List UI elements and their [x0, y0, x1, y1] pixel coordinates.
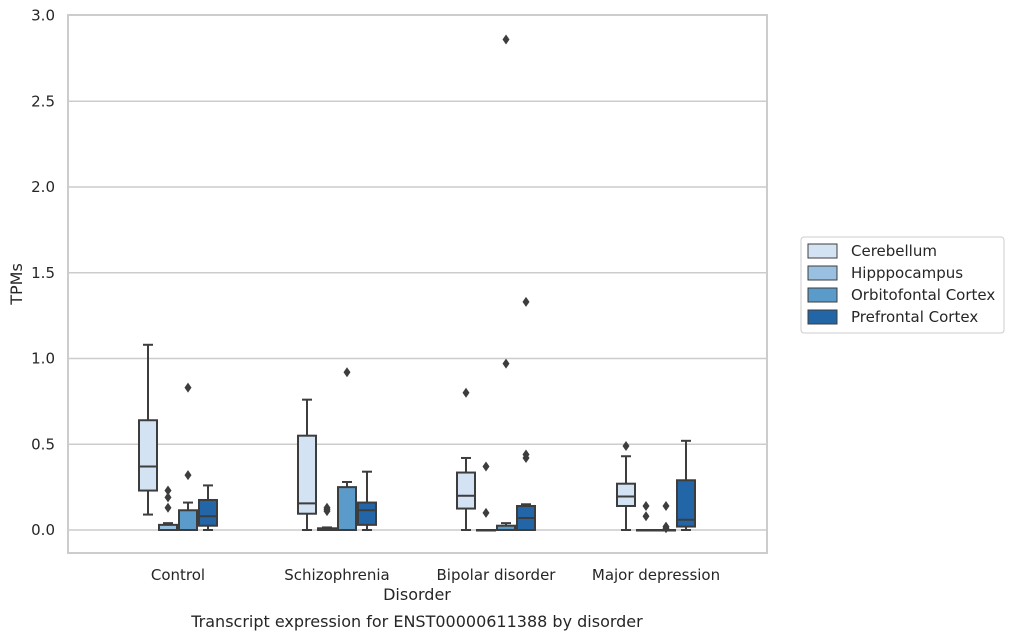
legend-label: Orbitofontal Cortex [851, 286, 995, 304]
outlier-point [502, 358, 510, 369]
outlier-point [482, 507, 490, 518]
chart-caption: Transcript expression for ENST0000061138… [190, 612, 643, 631]
y-tick-label: 3.0 [31, 7, 55, 25]
outlier-point [502, 34, 510, 45]
outlier-point [343, 367, 351, 378]
y-axis-title: TPMs [7, 263, 26, 306]
legend-label: Prefrontal Cortex [851, 308, 978, 326]
box-group [178, 382, 198, 531]
outlier-point [662, 521, 670, 532]
box-group [357, 470, 377, 531]
legend: Cerebellum Hipppocampus Orbitofontal Corte… [800, 236, 1005, 334]
legend-swatch [807, 265, 838, 281]
box-group [456, 387, 476, 531]
outlier-point [184, 382, 192, 393]
box-group [138, 343, 158, 516]
outlier-point [184, 470, 192, 481]
outlier-point [164, 485, 172, 496]
box [178, 509, 198, 531]
y-tick-label: 1.0 [31, 350, 55, 368]
outlier-point [522, 449, 530, 460]
box-group [656, 500, 676, 534]
box-group [496, 34, 516, 532]
x-tick-label: Major depression [592, 566, 720, 584]
outlier-point [323, 502, 331, 513]
box [616, 482, 636, 507]
box-group [636, 500, 656, 532]
outlier-point [482, 461, 490, 472]
box-group [158, 485, 178, 531]
outlier-point [164, 492, 172, 503]
y-tick-label: 2.0 [31, 178, 55, 196]
x-tick-label: Control [151, 566, 205, 584]
box-group [337, 367, 357, 531]
box-group [676, 439, 696, 531]
box-group [616, 440, 636, 531]
outlier-point [642, 500, 650, 511]
outlier-point [522, 296, 530, 307]
series-prefrontal-cortex [198, 296, 696, 531]
legend-items: Cerebellum Hipppocampus Orbitofontal Corte… [807, 242, 995, 326]
box-group [297, 398, 317, 531]
legend-label: Hipppocampus [851, 264, 963, 282]
box [337, 486, 357, 531]
series-orbitofontal-cortex [178, 34, 676, 534]
y-tick-label: 0.5 [31, 435, 55, 453]
y-tick-label: 0.0 [31, 521, 55, 539]
outlier-point [642, 511, 650, 522]
legend-label: Cerebellum [851, 242, 937, 260]
x-axis-title: Disorder [383, 585, 451, 604]
plot-area [67, 14, 768, 554]
x-axis-ticks: Control Schizophrenia Bipolar disorder Majo… [151, 566, 720, 584]
legend-swatch [807, 287, 838, 303]
x-tick-label: Bipolar disorder [437, 566, 557, 584]
series-hipppocampus [158, 461, 656, 532]
legend-swatch [807, 243, 838, 259]
outlier-point [462, 387, 470, 398]
y-tick-label: 2.5 [31, 92, 55, 110]
box [198, 498, 218, 527]
series-cerebellum [138, 343, 636, 531]
box-group [198, 484, 218, 531]
box [297, 434, 317, 515]
box [676, 479, 696, 528]
box [456, 471, 476, 510]
box [357, 501, 377, 526]
box-group [516, 296, 536, 531]
box [138, 419, 158, 492]
y-axis-ticks: 0.0 0.5 1.0 1.5 2.0 2.5 3.0 [31, 7, 55, 540]
boxes [138, 34, 696, 534]
y-tick-label: 1.5 [31, 264, 55, 282]
legend-swatch [807, 309, 838, 325]
box-group [476, 461, 496, 532]
x-tick-label: Schizophrenia [284, 566, 389, 584]
legend-frame [800, 236, 1005, 334]
box-group [317, 502, 337, 531]
outlier-point [164, 502, 172, 513]
outlier-point [662, 500, 670, 511]
outlier-point [622, 440, 630, 451]
